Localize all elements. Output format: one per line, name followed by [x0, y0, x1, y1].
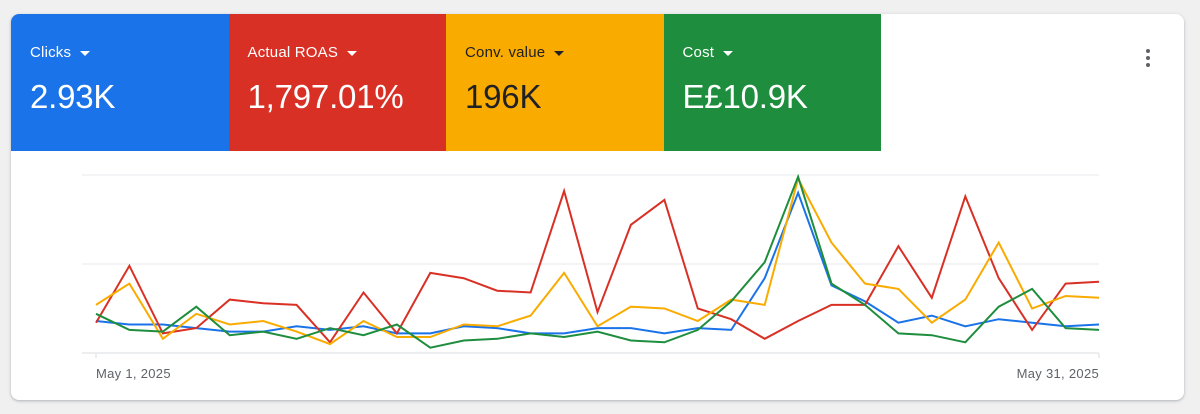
- metric-tile-conv-value[interactable]: Conv. value 196K: [446, 14, 664, 151]
- metric-value-clicks: 2.93K: [30, 78, 116, 115]
- series-line-conv-value[interactable]: [95, 175, 1100, 346]
- metric-tile-header: Conv. value: [465, 44, 664, 62]
- metric-value-actual-roas: 1,797.01%: [247, 78, 404, 115]
- dropdown-caret-icon[interactable]: [80, 50, 91, 56]
- chart-gridlines: [82, 174, 1100, 358]
- metric-label-actual-roas: Actual ROAS: [247, 44, 339, 61]
- metric-tile-header: Clicks: [30, 44, 229, 62]
- metric-tile-cost[interactable]: Cost E£10.9K: [663, 14, 882, 151]
- series-line-cost[interactable]: [95, 173, 1100, 349]
- metric-label-clicks: Clicks: [30, 44, 72, 61]
- more-vert-icon[interactable]: [1136, 46, 1160, 70]
- metric-tile-header: Actual ROAS: [248, 44, 447, 62]
- dropdown-caret-icon[interactable]: [723, 50, 734, 56]
- dropdown-caret-icon[interactable]: [347, 50, 358, 56]
- metric-value-cost: E£10.9K: [682, 78, 808, 115]
- x-tick-label-start: May 1, 2025: [96, 366, 171, 381]
- metric-tiles: Clicks 2.93K Actual ROAS 1,797.01% Conv.…: [11, 14, 881, 151]
- metric-label-cost: Cost: [682, 44, 715, 61]
- dropdown-caret-icon[interactable]: [554, 50, 565, 56]
- menu-dot: [1146, 49, 1150, 53]
- performance-card: Clicks 2.93K Actual ROAS 1,797.01% Conv.…: [11, 14, 1184, 400]
- menu-dot: [1146, 56, 1150, 60]
- line-chart: May 1, 2025 May 31, 2025: [82, 173, 1100, 381]
- metric-label-conv-value: Conv. value: [465, 44, 546, 61]
- metric-tile-clicks[interactable]: Clicks 2.93K: [11, 14, 229, 151]
- chart-x-axis: May 1, 2025 May 31, 2025: [96, 366, 1099, 381]
- metric-value-conv-value: 196K: [465, 78, 542, 115]
- x-tick-label-end: May 31, 2025: [1017, 366, 1099, 381]
- metric-tile-actual-roas[interactable]: Actual ROAS 1,797.01%: [228, 14, 447, 151]
- metric-tile-header: Cost: [683, 44, 882, 62]
- menu-dot: [1146, 63, 1150, 67]
- series-line-actual-roas[interactable]: [95, 187, 1100, 344]
- chart-series: [95, 173, 1100, 349]
